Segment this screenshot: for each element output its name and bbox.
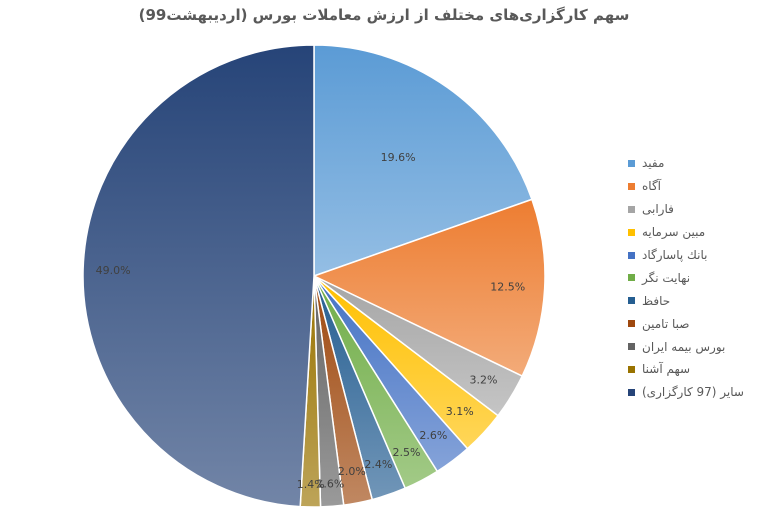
legend-item: سایر (97 کارگزاری) [628,381,763,404]
legend-swatch [628,365,635,373]
slice-data-label: 12.5% [490,281,525,294]
pie-slice [82,44,315,508]
legend-label: حافظ [642,293,671,308]
legend-item: نهایت نگر [628,266,763,289]
legend-swatch [628,274,635,282]
legend-item: بورس بیمه ایران [628,335,763,358]
legend-swatch [628,388,635,396]
chart-legend: مفید آگاه فارابی مبین سرمایه بانك پاسارگاد نه… [628,152,763,404]
legend-item: آگاه [628,175,763,198]
slice-data-label: 19.6% [381,151,416,164]
legend-swatch [628,251,635,259]
legend-label: بانك پاسارگاد [642,248,708,262]
slice-data-label: 2.0% [338,465,366,478]
legend-swatch [628,343,635,351]
legend-item: مبین سرمایه [628,221,763,244]
legend-label: مفید [642,156,665,171]
legend-label: صبا تامین [642,316,690,331]
legend-item: حافظ [628,289,763,312]
legend-swatch [628,182,635,190]
slice-data-label: 2.4% [364,458,392,471]
legend-item: سهم آشنا [628,358,763,381]
legend-label: مبین سرمایه [642,225,706,240]
slice-data-label: 1.4% [297,478,325,491]
slice-data-label: 3.2% [470,374,498,387]
legend-label: سهم آشنا [642,362,691,377]
legend-label: آگاه [642,179,661,194]
legend-swatch [628,159,635,167]
slice-data-label: 2.5% [393,446,421,459]
legend-swatch [628,297,635,305]
slice-data-label: 3.1% [446,405,474,418]
legend-item: فارابی [628,198,763,221]
legend-swatch [628,228,635,236]
legend-item: بانك پاسارگاد [628,244,763,267]
slice-data-label: 1.6% [316,477,344,490]
legend-swatch [628,320,635,328]
legend-label: نهایت نگر [642,270,691,285]
legend-label: سایر (97 کارگزاری) [642,385,744,400]
legend-item: مفید [628,152,763,175]
slice-data-label: 49.0% [96,264,131,277]
legend-item: صبا تامین [628,312,763,335]
pie-slice [312,198,546,378]
slice-data-label: 2.6% [419,429,447,442]
legend-label: بورس بیمه ایران [642,339,726,354]
chart-title: سهم کارگزاری‌های مختلف از ارزش معاملات ب… [138,6,630,24]
legend-label: فارابی [642,202,674,217]
legend-swatch [628,205,635,213]
